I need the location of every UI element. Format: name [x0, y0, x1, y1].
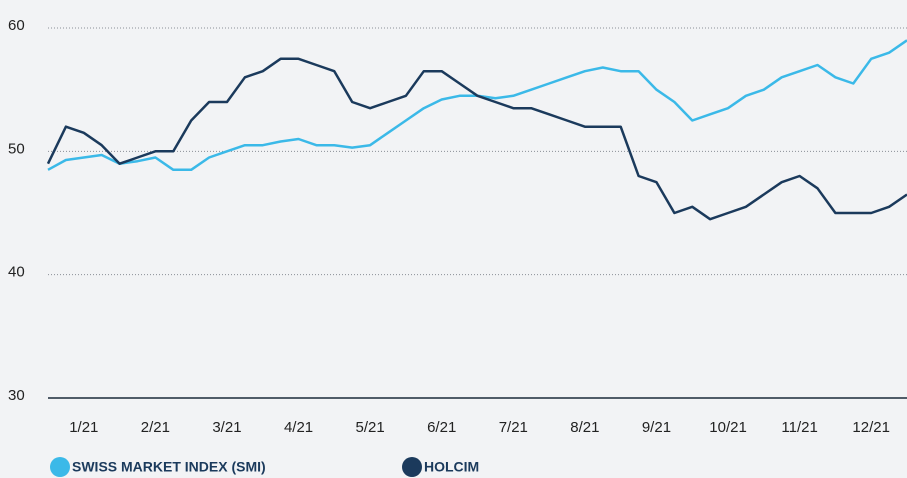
series-line	[46, 57, 907, 221]
x-tick-label: 6/21	[427, 419, 456, 436]
x-tick-label: 2/21	[141, 419, 170, 436]
x-tick-label: 7/21	[499, 419, 528, 436]
y-tick-label: 30	[8, 387, 25, 404]
legend-swatch	[402, 457, 422, 477]
x-tick-label: 11/21	[781, 419, 817, 436]
legend-label: HOLCIM	[424, 459, 479, 475]
x-tick-label: 4/21	[284, 419, 313, 436]
y-tick-label: 60	[8, 17, 25, 34]
series-line	[47, 39, 907, 172]
x-tick-label: 10/21	[709, 419, 747, 436]
x-tick-label: 8/21	[570, 419, 599, 436]
legend-swatch	[50, 457, 70, 477]
x-tick-label: 1/21	[69, 419, 98, 436]
x-tick-label: 5/21	[356, 419, 385, 436]
y-tick-label: 50	[8, 140, 25, 157]
x-tick-label: 3/21	[212, 419, 241, 436]
x-tick-label: 12/21	[852, 419, 890, 436]
legend-label: SWISS MARKET INDEX (SMI)	[72, 459, 266, 475]
x-tick-label: 9/21	[642, 419, 671, 436]
y-tick-label: 40	[8, 264, 25, 281]
